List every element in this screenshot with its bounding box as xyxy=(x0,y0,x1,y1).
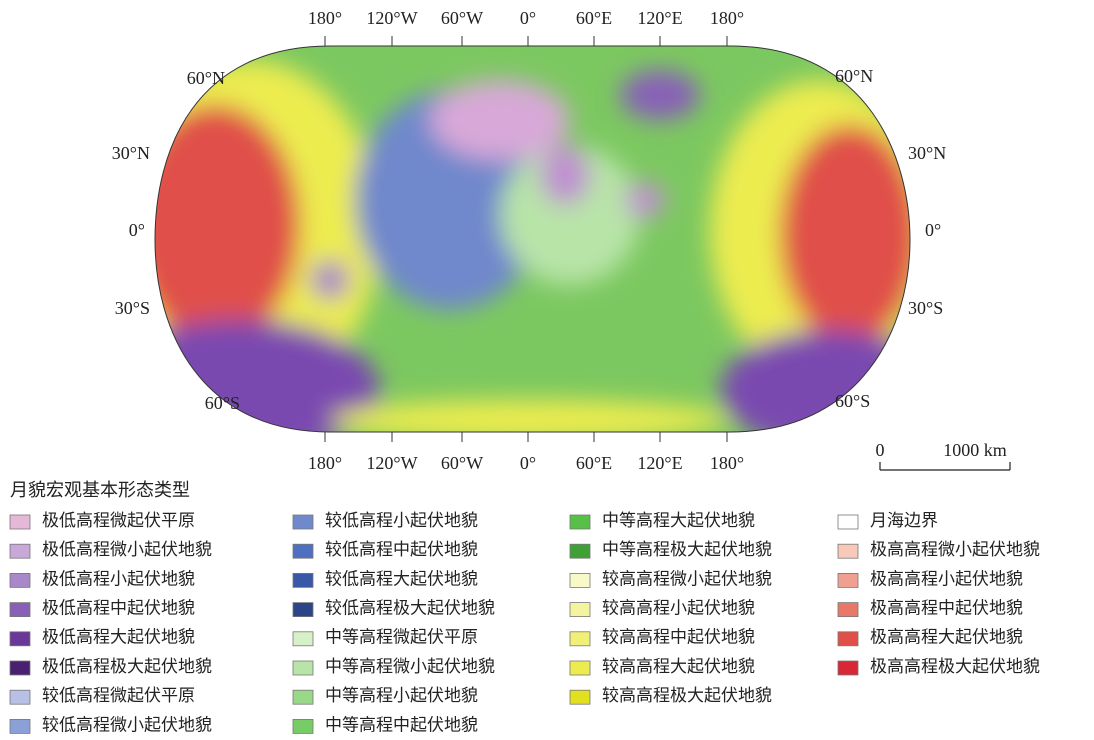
legend-swatch xyxy=(838,632,858,646)
legend-label: 中等高程微小起伏地貌 xyxy=(325,657,495,676)
legend-swatch xyxy=(293,515,313,529)
top-lon-label: 60°W xyxy=(441,8,483,28)
legend-swatch xyxy=(838,661,858,675)
legend-label: 较高高程大起伏地貌 xyxy=(602,657,755,676)
legend-swatch xyxy=(293,690,313,704)
page: {"map": { "top_labels": ["180°", "120°W"… xyxy=(0,0,1094,740)
legend-swatch xyxy=(570,544,590,558)
top-lon-label: 60°E xyxy=(576,8,612,28)
legend-swatch xyxy=(10,661,30,675)
top-lon-label: 180° xyxy=(308,8,342,28)
left-lat-label: 0° xyxy=(129,220,145,240)
top-lon-label: 120°E xyxy=(637,8,682,28)
left-lat-label: 30°N xyxy=(112,143,150,163)
legend-label: 中等高程极大起伏地貌 xyxy=(602,540,772,559)
legend-swatch xyxy=(10,515,30,529)
figure: 月貌宏观基本形态类型 180° 120°W 60°W 0° 60°E 120°E 180° 1… xyxy=(0,0,1094,740)
legend-label: 极低高程微起伏平原 xyxy=(42,511,195,530)
bottom-lon-label: 60°E xyxy=(576,453,612,473)
bottom-lon-label: 120°E xyxy=(637,453,682,473)
legend-swatch xyxy=(838,515,858,529)
legend-label: 极低高程大起伏地貌 xyxy=(42,628,195,647)
legend-label: 极高高程极大起伏地貌 xyxy=(870,657,1040,676)
legend-label: 较低高程大起伏地貌 xyxy=(325,569,478,588)
bottom-lon-label: 120°W xyxy=(366,453,417,473)
legend-swatch xyxy=(293,603,313,617)
legend-label: 极低高程极大起伏地貌 xyxy=(42,657,212,676)
legend-label: 中等高程小起伏地貌 xyxy=(325,686,478,705)
legend-swatch xyxy=(293,632,313,646)
legend-label: 较低高程微小起伏地貌 xyxy=(42,715,212,734)
legend-swatch xyxy=(10,719,30,733)
legend-swatch xyxy=(570,515,590,529)
left-lat-label: 60°S xyxy=(205,393,240,413)
legend-swatch xyxy=(10,690,30,704)
top-lon-label: 0° xyxy=(520,8,536,28)
legend-label: 较高高程中起伏地貌 xyxy=(602,628,755,647)
legend-title: 月貌宏观基本形态类型 xyxy=(10,480,190,500)
bottom-lon-label: 180° xyxy=(710,453,744,473)
scale-label: 1000 km xyxy=(943,440,1007,460)
legend-swatch xyxy=(570,603,590,617)
bottom-lon-label: 60°W xyxy=(441,453,483,473)
legend-label: 中等高程中起伏地貌 xyxy=(325,715,478,734)
legend-label: 较高高程微小起伏地貌 xyxy=(602,569,772,588)
left-lat-label: 30°S xyxy=(115,298,150,318)
right-lat-label: 30°N xyxy=(908,143,946,163)
legend-label: 较低高程小起伏地貌 xyxy=(325,511,478,530)
legend-swatch xyxy=(570,661,590,675)
legend-swatch xyxy=(293,719,313,733)
right-lat-label: 30°S xyxy=(908,298,943,318)
legend-label: 极高高程中起伏地貌 xyxy=(870,599,1023,618)
legend-swatch xyxy=(838,573,858,587)
legend-label: 中等高程微起伏平原 xyxy=(325,628,478,647)
legend-label: 极低高程中起伏地貌 xyxy=(42,599,195,618)
legend-swatch xyxy=(293,573,313,587)
legend-swatch xyxy=(570,632,590,646)
top-lon-label: 120°W xyxy=(366,8,417,28)
legend-label: 极高高程大起伏地貌 xyxy=(870,628,1023,647)
legend-swatch xyxy=(838,544,858,558)
right-lat-label: 0° xyxy=(925,220,941,240)
legend-label: 极高高程微小起伏地貌 xyxy=(870,540,1040,559)
legend-swatch xyxy=(570,690,590,704)
bottom-lon-label: 180° xyxy=(308,453,342,473)
scale-bar xyxy=(880,462,1010,470)
legend: 极低高程微起伏平原极低高程微小起伏地貌极低高程小起伏地貌极低高程中起伏地貌极低高… xyxy=(10,511,1040,734)
legend-label: 极高高程小起伏地貌 xyxy=(870,569,1023,588)
legend-swatch xyxy=(10,573,30,587)
scale-label: 0 xyxy=(876,440,885,460)
bottom-lon-label: 0° xyxy=(520,453,536,473)
legend-label: 中等高程大起伏地貌 xyxy=(602,511,755,530)
top-lon-label: 180° xyxy=(710,8,744,28)
legend-label: 较低高程极大起伏地貌 xyxy=(325,599,495,618)
legend-label: 月海边界 xyxy=(870,511,938,530)
legend-swatch xyxy=(293,544,313,558)
legend-swatch xyxy=(10,544,30,558)
legend-label: 较高高程极大起伏地貌 xyxy=(602,686,772,705)
legend-label: 极低高程微小起伏地貌 xyxy=(42,540,212,559)
right-lat-label: 60°N xyxy=(835,66,873,86)
legend-swatch xyxy=(293,661,313,675)
legend-label: 较高高程小起伏地貌 xyxy=(602,599,755,618)
legend-label: 较低高程中起伏地貌 xyxy=(325,540,478,559)
legend-swatch xyxy=(570,573,590,587)
legend-label: 较低高程微起伏平原 xyxy=(42,686,195,705)
legend-swatch xyxy=(10,632,30,646)
legend-swatch xyxy=(838,603,858,617)
legend-label: 极低高程小起伏地貌 xyxy=(42,569,195,588)
right-lat-label: 60°S xyxy=(835,391,870,411)
left-lat-label: 60°N xyxy=(187,68,225,88)
legend-swatch xyxy=(10,603,30,617)
